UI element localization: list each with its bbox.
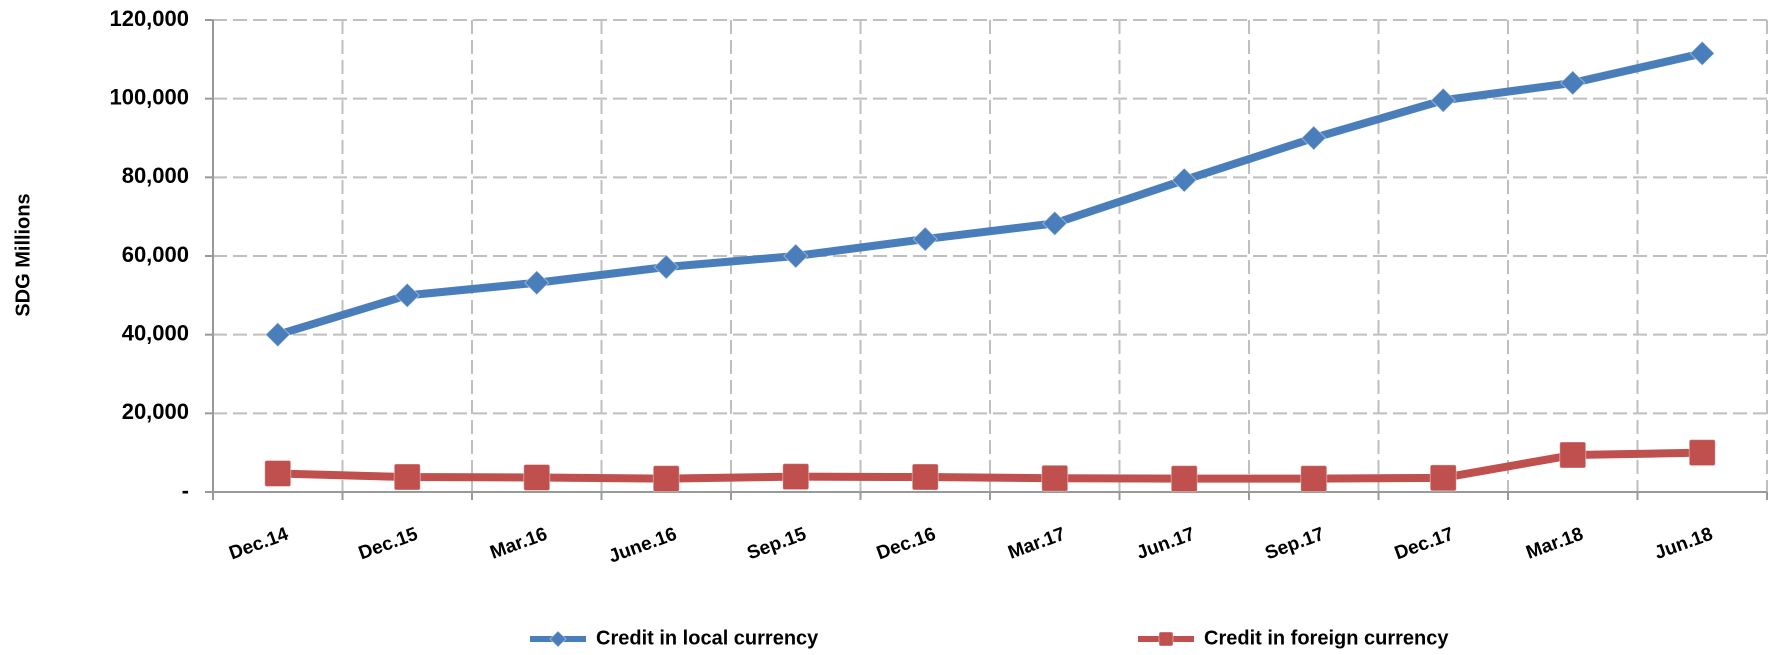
- x-tick-label: Dec.15: [356, 524, 421, 565]
- data-point: [911, 463, 939, 491]
- data-point: [1041, 464, 1069, 492]
- x-tick-label: Jun.18: [1652, 524, 1716, 564]
- data-point: [1300, 465, 1328, 493]
- data-point: [394, 282, 420, 309]
- data-point: [653, 254, 679, 280]
- y-tick-label: 120,000: [109, 6, 189, 31]
- series-line: [277, 448, 1703, 483]
- data-point: [265, 321, 291, 348]
- y-tick-label: 60,000: [122, 242, 189, 267]
- legend-marker: [1158, 631, 1174, 647]
- data-point: [264, 460, 292, 488]
- legend-label: Credit in foreign currency: [1204, 627, 1449, 649]
- data-point: [783, 243, 809, 269]
- x-tick-label: Sep.15: [744, 524, 809, 565]
- x-tick-label: Mar.18: [1523, 524, 1586, 564]
- data-point: [1170, 465, 1198, 493]
- data-point: [1301, 125, 1327, 151]
- y-tick-label: 80,000: [122, 163, 189, 188]
- x-tick-label: Jun.17: [1134, 524, 1198, 564]
- data-point: [1430, 87, 1456, 113]
- data-point: [524, 270, 550, 296]
- x-tick-label: Mar.17: [1005, 524, 1068, 564]
- x-tick-label: Mar.16: [487, 524, 550, 564]
- data-point: [782, 463, 810, 491]
- data-point: [1560, 70, 1586, 96]
- legend-marker: [549, 630, 567, 648]
- data-point: [523, 463, 551, 491]
- x-tick-label: Sep.17: [1262, 524, 1327, 565]
- data-point: [652, 465, 680, 493]
- x-tick-label: Dec.16: [874, 524, 939, 565]
- legend-label: Credit in local currency: [596, 627, 819, 649]
- y-axis-title: SDG Millions: [12, 193, 34, 316]
- data-point: [1429, 464, 1457, 492]
- x-tick-label: June.16: [606, 524, 680, 568]
- data-point: [393, 463, 421, 491]
- data-point: [912, 226, 938, 252]
- y-tick-label: 100,000: [109, 84, 189, 109]
- y-tick-label: 20,000: [122, 399, 189, 424]
- data-point: [1689, 40, 1715, 67]
- data-point: [1171, 167, 1197, 193]
- y-tick-label: -: [182, 478, 189, 503]
- data-point: [1688, 439, 1716, 467]
- data-point: [1559, 441, 1587, 469]
- x-tick-label: Dec.17: [1392, 524, 1457, 565]
- data-point: [1042, 210, 1068, 237]
- y-tick-label: 40,000: [122, 320, 189, 345]
- series-line: [276, 49, 1704, 339]
- x-tick-label: Dec.14: [226, 524, 291, 565]
